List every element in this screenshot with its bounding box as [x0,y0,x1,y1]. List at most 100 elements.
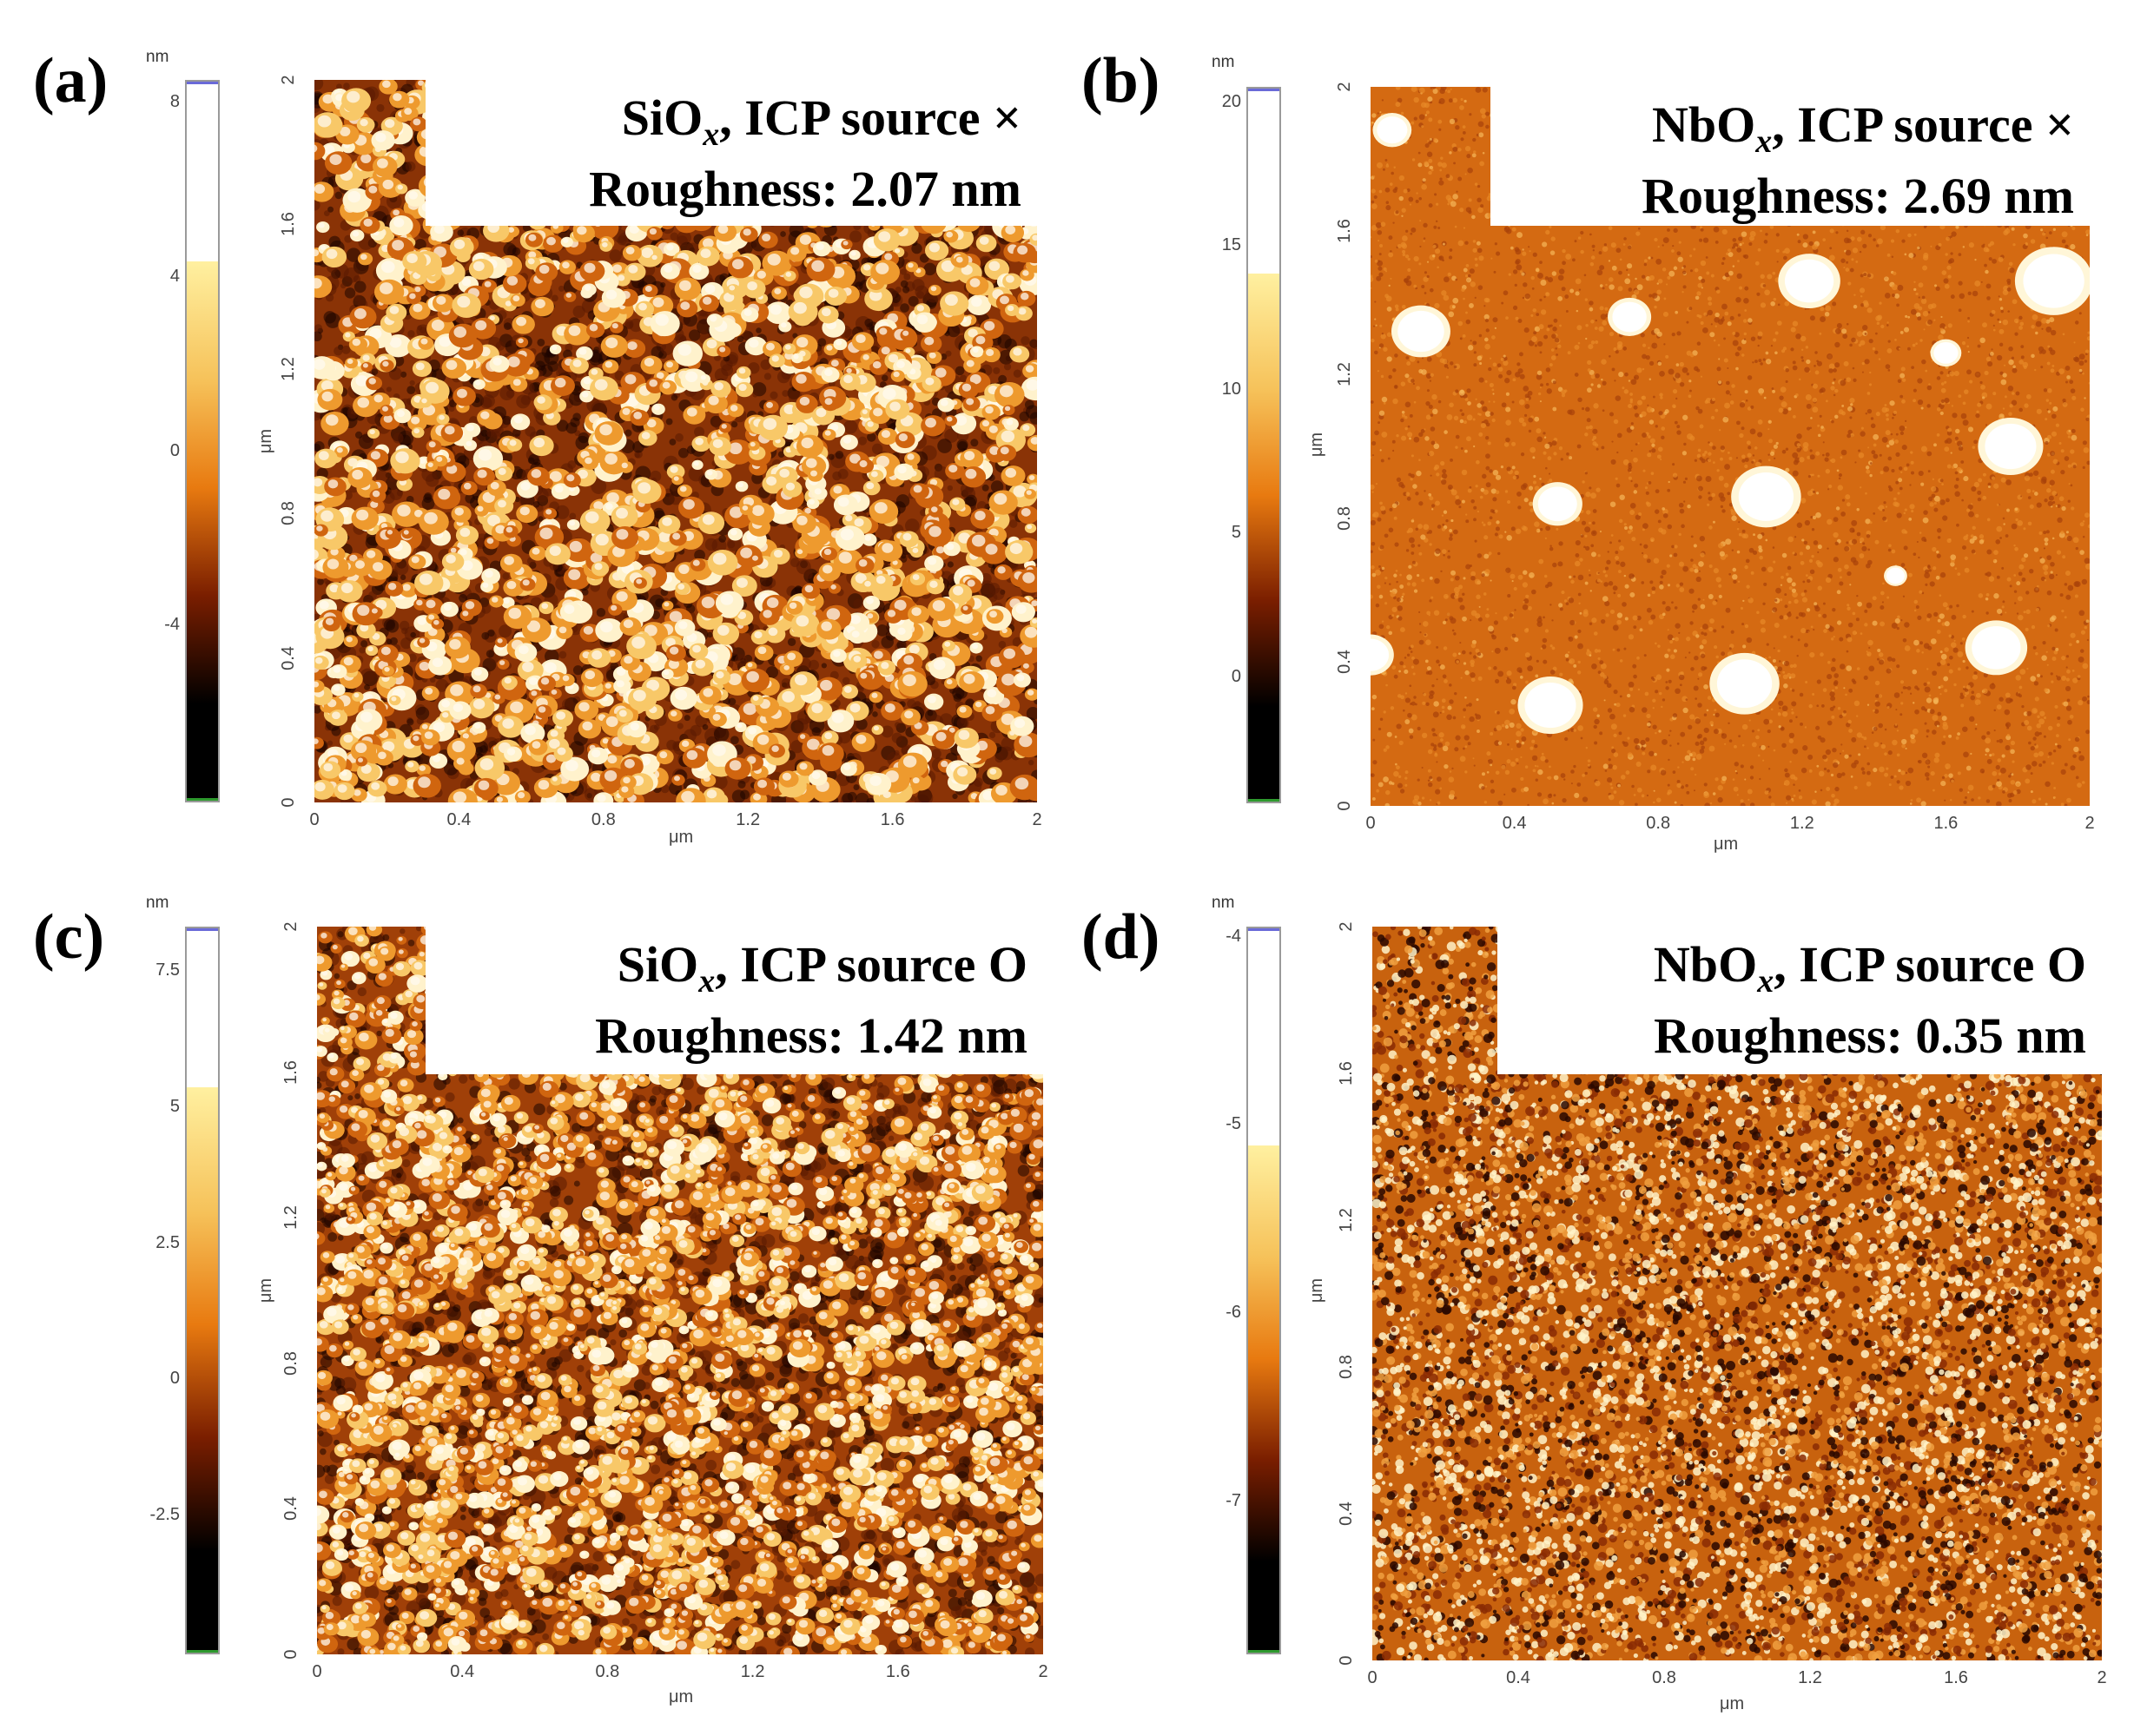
x-tick-label: 0 [309,811,319,828]
y-tick-label: 1.6 [1335,219,1354,243]
colorbar-min-marker [1248,1650,1279,1653]
y-axis-label: μm [1307,1278,1326,1303]
x-tick-label: 0 [1367,1669,1377,1686]
colorbar-unit: nm [146,49,168,65]
material-label: NbOx, ICP source × [1506,92,2074,163]
y-tick-label: 0 [281,1649,301,1659]
x-tick-label: 2 [1032,811,1041,828]
y-tick-label: 1.2 [279,357,298,381]
colorbar-unit: nm [146,894,168,911]
colorbar-gradient [1248,274,1279,802]
y-tick-label: 1.2 [281,1205,301,1230]
colorbar [1246,927,1281,1654]
x-tick-label: 1.6 [881,811,905,828]
material-label: SiOx, ICP source × [441,85,1021,156]
y-tick-label: 1.6 [1337,1061,1356,1086]
colorbar-tick-label: 0 [128,1370,180,1387]
colorbar-min-marker [187,1650,218,1653]
roughness-label: Roughness: 1.42 nm [441,1003,1027,1068]
x-tick-label: 0.4 [446,811,471,828]
roughness-label: Roughness: 2.69 nm [1506,163,2074,228]
y-tick-label: 2 [281,921,301,931]
x-axis-label: μm [669,1688,693,1706]
y-tick-label: 1.6 [279,212,298,236]
colorbar-tick-label: 0 [128,442,180,459]
y-tick-label: 0 [1337,1655,1356,1665]
y-tick-label: 0.8 [281,1351,301,1376]
x-tick-label: 1.6 [886,1663,910,1680]
y-tick-label: 1.2 [1335,362,1354,386]
y-axis-label: μm [256,1278,275,1303]
sample-info-box: SiOx, ICP source O Roughness: 1.42 nm [426,927,1043,1074]
material-label: SiOx, ICP source O [441,932,1027,1003]
y-tick-label: 2 [1337,921,1356,931]
x-tick-label: 1.6 [1933,815,1958,832]
x-tick-label: 0.4 [1503,815,1527,832]
y-axis-label: μm [256,429,275,453]
x-axis-label: μm [1714,835,1738,853]
colorbar [185,80,220,802]
x-tick-label: 0.8 [591,811,616,828]
sample-info-box: NbOx, ICP source O Roughness: 0.35 nm [1497,927,2102,1074]
x-tick-label: 2 [2097,1669,2106,1686]
y-tick-label: 2 [1335,82,1354,91]
panel-label: (b) [1081,49,1159,113]
x-tick-label: 0.4 [450,1663,474,1680]
y-tick-label: 1.2 [1337,1208,1356,1232]
x-tick-label: 0.8 [1652,1669,1676,1686]
colorbar-tick-label: 10 [1189,380,1241,398]
colorbar-tick-label: 15 [1189,236,1241,254]
x-axis-label: μm [669,828,693,846]
colorbar-tick-label: -4 [1189,927,1241,945]
colorbar-min-marker [187,798,218,801]
x-tick-label: 0.8 [1646,815,1670,832]
colorbar-tick-label: -5 [1189,1115,1241,1132]
colorbar-tick-label: 8 [128,93,180,110]
x-tick-label: 0 [312,1663,321,1680]
colorbar-gradient [187,261,218,801]
colorbar-max-marker [1248,89,1279,91]
roughness-label: Roughness: 2.07 nm [441,156,1021,221]
y-tick-label: 0.8 [1337,1355,1356,1379]
y-tick-label: 0.4 [279,646,298,670]
colorbar-tick-label: 5 [128,1098,180,1115]
colorbar-tick-label: -4 [128,616,180,633]
x-axis-label: μm [1720,1695,1744,1713]
colorbar-max-marker [187,82,218,84]
y-tick-label: 0.4 [281,1496,301,1521]
colorbar-unit: nm [1212,54,1234,70]
x-tick-label: 0.8 [595,1663,619,1680]
y-tick-label: 0.8 [1335,506,1354,531]
x-tick-label: 2 [2084,815,2094,832]
colorbar-tick-label: 0 [1189,668,1241,685]
y-tick-label: 0 [279,797,298,807]
x-tick-label: 0.4 [1506,1669,1530,1686]
colorbar-tick-label: 2.5 [128,1234,180,1251]
panel-label: (a) [33,49,108,113]
colorbar-tick-label: -6 [1189,1304,1241,1321]
panel-label: (d) [1081,905,1159,969]
roughness-label: Roughness: 0.35 nm [1513,1003,2086,1068]
colorbar-tick-label: -2.5 [128,1506,180,1523]
x-tick-label: 1.2 [736,811,760,828]
colorbar [185,927,220,1654]
colorbar-max-marker [187,928,218,931]
colorbar-max-marker [1248,928,1279,931]
colorbar-tick-label: -7 [1189,1492,1241,1509]
x-tick-label: 1.2 [741,1663,765,1680]
colorbar-gradient [1248,1145,1279,1653]
material-label: NbOx, ICP source O [1513,932,2086,1003]
panel-label: (c) [33,905,104,969]
x-tick-label: 0 [1365,815,1375,832]
sample-info-box: NbOx, ICP source × Roughness: 2.69 nm [1490,87,2090,226]
y-tick-label: 0.4 [1337,1502,1356,1526]
y-axis-label: μm [1307,432,1326,457]
colorbar-unit: nm [1212,894,1234,911]
colorbar-tick-label: 7.5 [128,961,180,979]
y-tick-label: 0.4 [1335,650,1354,674]
sample-info-box: SiOx, ICP source × Roughness: 2.07 nm [426,80,1037,226]
y-tick-label: 2 [279,75,298,84]
colorbar [1246,87,1281,803]
x-tick-label: 1.2 [1798,1669,1822,1686]
y-tick-label: 0 [1335,801,1354,810]
